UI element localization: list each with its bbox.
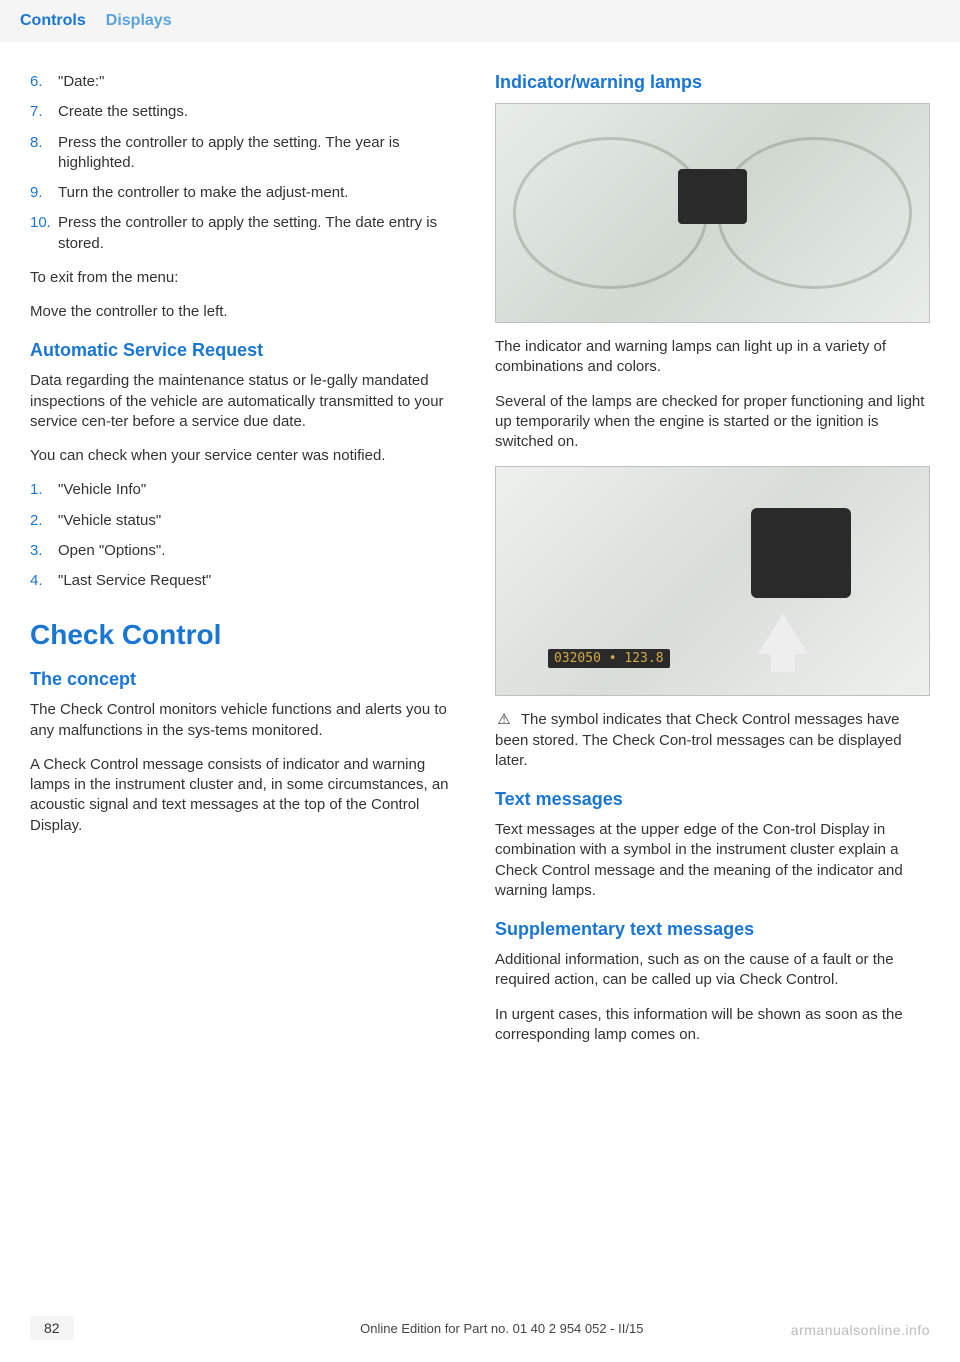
arrow-stem: [771, 648, 795, 672]
step-number: 2.: [30, 511, 58, 531]
step-text: "Vehicle status": [58, 511, 465, 531]
exit-text-2: Move the controller to the left.: [30, 302, 465, 322]
supplementary-paragraph-1: Additional information, such as on the c…: [495, 950, 930, 991]
exit-text-1: To exit from the menu:: [30, 268, 465, 288]
step-number: 7.: [30, 102, 58, 122]
list-item: 7.Create the settings.: [30, 102, 465, 122]
step-number: 4.: [30, 571, 58, 591]
right-column: Indicator/warning lamps The indicator an…: [495, 72, 930, 1059]
date-steps-list: 6."Date:" 7.Create the settings. 8.Press…: [30, 72, 465, 254]
list-item: 2."Vehicle status": [30, 511, 465, 531]
indicator-paragraph-1: The indicator and warning lamps can ligh…: [495, 337, 930, 378]
step-text: Open "Options".: [58, 541, 465, 561]
list-item: 6."Date:": [30, 72, 465, 92]
asr-steps-list: 1."Vehicle Info" 2."Vehicle status" 3.Op…: [30, 480, 465, 591]
center-display-icon: [678, 169, 747, 224]
step-text: Create the settings.: [58, 102, 465, 122]
step-text: "Vehicle Info": [58, 480, 465, 500]
step-number: 3.: [30, 541, 58, 561]
asr-paragraph-2: You can check when your service center w…: [30, 446, 465, 466]
step-text: "Date:": [58, 72, 465, 92]
step-text: Press the controller to apply the settin…: [58, 213, 465, 254]
symbol-text: The symbol indicates that Check Control …: [495, 711, 902, 769]
step-number: 1.: [30, 480, 58, 500]
list-item: 10.Press the controller to apply the set…: [30, 213, 465, 254]
oil-warning-icon: [751, 508, 851, 598]
text-messages-paragraph: Text messages at the upper edge of the C…: [495, 820, 930, 901]
page-number: 82: [30, 1316, 74, 1340]
left-column: 6."Date:" 7.Create the settings. 8.Press…: [30, 72, 465, 1059]
step-text: "Last Service Request": [58, 571, 465, 591]
asr-paragraph-1: Data regarding the maintenance status or…: [30, 371, 465, 432]
concept-paragraph-1: The Check Control monitors vehicle funct…: [30, 700, 465, 741]
supplementary-paragraph-2: In urgent cases, this information will b…: [495, 1005, 930, 1046]
tab-controls[interactable]: Controls: [20, 12, 86, 30]
step-text: Turn the controller to make the adjust‐m…: [58, 183, 465, 203]
list-item: 9.Turn the controller to make the adjust…: [30, 183, 465, 203]
list-item: 3.Open "Options".: [30, 541, 465, 561]
step-text: Press the controller to apply the settin…: [58, 133, 465, 174]
indicator-heading: Indicator/warning lamps: [495, 72, 930, 93]
check-control-image: 032050 • 123.8: [495, 466, 930, 696]
warning-triangle-icon: ⚠: [495, 710, 513, 730]
tab-displays[interactable]: Displays: [106, 12, 172, 30]
watermark-text: armanualsonline.info: [791, 1322, 930, 1338]
asr-heading: Automatic Service Request: [30, 340, 465, 361]
step-number: 10.: [30, 213, 58, 254]
page-content: 6."Date:" 7.Create the settings. 8.Press…: [0, 42, 960, 1059]
text-messages-heading: Text messages: [495, 789, 930, 810]
check-control-heading: Check Control: [30, 619, 465, 651]
odometer-value: 032050 • 123.8: [548, 649, 670, 668]
supplementary-heading: Supplementary text messages: [495, 919, 930, 940]
concept-paragraph-2: A Check Control message consists of indi…: [30, 755, 465, 836]
symbol-paragraph: ⚠ The symbol indicates that Check Contro…: [495, 710, 930, 771]
header-bar: Controls Displays: [0, 0, 960, 42]
step-number: 6.: [30, 72, 58, 92]
step-number: 9.: [30, 183, 58, 203]
list-item: 4."Last Service Request": [30, 571, 465, 591]
step-number: 8.: [30, 133, 58, 174]
list-item: 8.Press the controller to apply the sett…: [30, 133, 465, 174]
instrument-cluster-image: [495, 103, 930, 323]
concept-heading: The concept: [30, 669, 465, 690]
list-item: 1."Vehicle Info": [30, 480, 465, 500]
indicator-paragraph-2: Several of the lamps are checked for pro…: [495, 392, 930, 453]
